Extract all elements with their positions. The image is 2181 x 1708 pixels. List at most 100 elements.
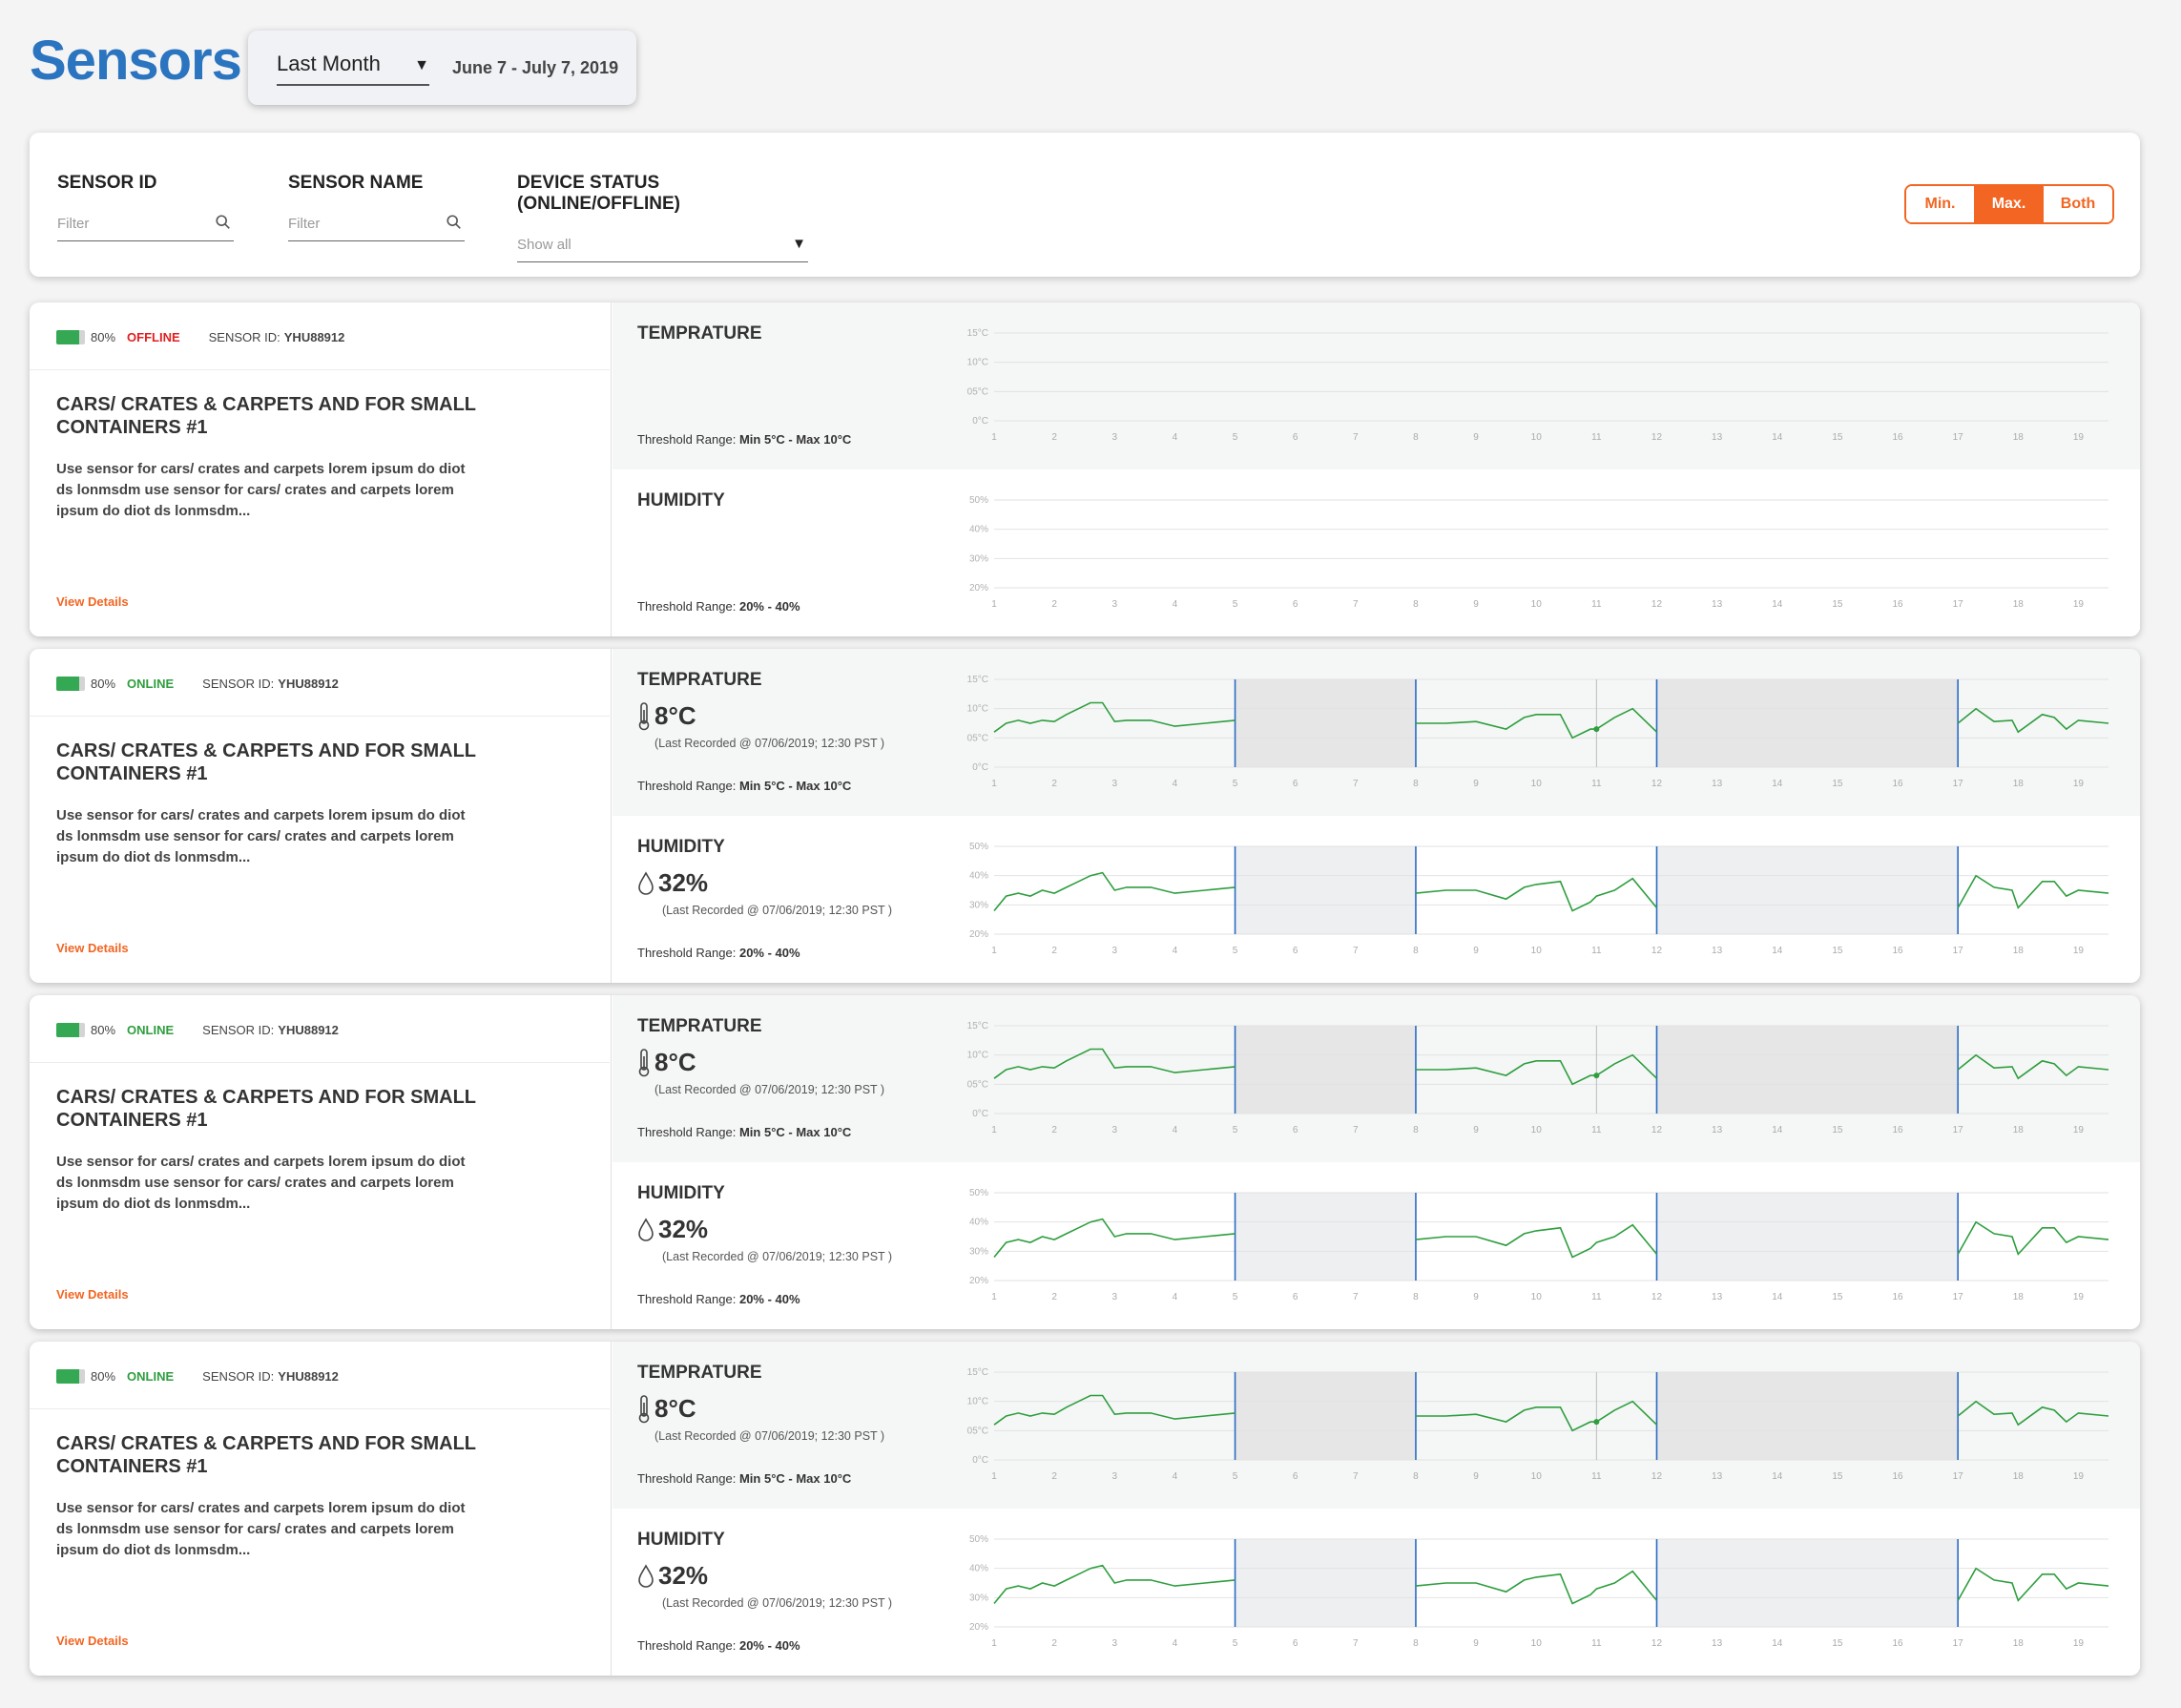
series-line (1957, 1220, 2109, 1256)
toggle-both-button[interactable]: Both (2044, 186, 2112, 222)
temperature-recorded: (Last Recorded @ 07/06/2019; 12:30 PST ) (654, 1429, 885, 1443)
sensor-title: CARS/ CRATES & CARPETS AND FOR SMALL CON… (56, 1433, 476, 1477)
x-tick-label: 16 (1892, 432, 1903, 443)
x-tick-label: 1 (991, 1125, 997, 1135)
temperature-label: TEMPRATURE (637, 323, 762, 344)
x-tick-label: 9 (1473, 1292, 1479, 1302)
x-tick-label: 16 (1892, 1471, 1903, 1482)
x-tick-label: 1 (991, 1471, 997, 1482)
threshold-label: Threshold Range: (637, 1292, 737, 1306)
x-tick-label: 15 (1832, 432, 1843, 443)
x-tick-label: 9 (1473, 1638, 1479, 1649)
toggle-max-button[interactable]: Max. (1975, 186, 2044, 222)
x-tick-label: 16 (1892, 779, 1903, 789)
threshold-value: Min 5°C - Max 10°C (738, 1471, 852, 1486)
series-line (1415, 1570, 1658, 1605)
x-tick-label: 11 (1591, 1292, 1602, 1302)
x-tick-label: 12 (1651, 1471, 1663, 1482)
series-line (993, 701, 1236, 733)
x-tick-label: 4 (1173, 1638, 1178, 1649)
x-tick-label: 10 (1531, 779, 1543, 789)
view-details-link[interactable]: View Details (56, 1287, 129, 1302)
x-tick-label: 10 (1531, 599, 1543, 610)
humidity-panel: HUMIDITY Threshold Range: 20% - 40% 50% 4… (613, 469, 2140, 636)
humidity-threshold: Threshold Range: 20% - 40% (637, 946, 800, 960)
x-tick-label: 16 (1892, 1125, 1903, 1135)
x-tick-label: 11 (1591, 1638, 1602, 1649)
x-tick-label: 19 (2073, 946, 2085, 956)
y-tick-label: 0°C (972, 416, 988, 427)
x-tick-label: 14 (1772, 946, 1783, 956)
x-tick-label: 17 (1953, 779, 1964, 789)
x-tick-label: 1 (991, 1292, 997, 1302)
x-tick-label: 18 (2013, 1471, 2025, 1482)
x-tick-label: 17 (1953, 432, 1964, 443)
x-tick-label: 7 (1353, 946, 1359, 956)
x-tick-label: 12 (1651, 1638, 1663, 1649)
battery-percent: 80% (91, 676, 116, 691)
series-line (993, 871, 1236, 912)
device-status-value: Show all (517, 237, 571, 253)
x-tick-label: 1 (991, 1638, 997, 1649)
sensor-name-placeholder: Filter (288, 216, 321, 232)
x-tick-label: 18 (2013, 1125, 2025, 1135)
humidity-value: 32% (637, 1215, 708, 1244)
threshold-value: Min 5°C - Max 10°C (738, 432, 852, 447)
battery-icon (56, 1368, 85, 1384)
temperature-recorded: (Last Recorded @ 07/06/2019; 12:30 PST ) (654, 1083, 885, 1096)
humidity-panel: HUMIDITY 32% (Last Recorded @ 07/06/2019… (613, 1162, 2140, 1329)
view-details-link[interactable]: View Details (56, 941, 129, 955)
toggle-min-button[interactable]: Min. (1906, 186, 1975, 222)
view-details-link[interactable]: View Details (56, 594, 129, 609)
y-tick-label: 30% (969, 900, 988, 910)
gap-region (1656, 1026, 1959, 1114)
x-tick-label: 11 (1591, 1125, 1602, 1135)
humidity-threshold: Threshold Range: 20% - 40% (637, 1638, 800, 1653)
gap-region (1235, 846, 1416, 934)
range-select[interactable]: Last Month ▼ (277, 52, 429, 86)
y-tick-label: 10°C (967, 1051, 988, 1061)
status-badge: ONLINE (127, 676, 175, 691)
x-tick-label: 5 (1233, 1638, 1238, 1649)
temperature-threshold: Threshold Range: Min 5°C - Max 10°C (637, 779, 851, 793)
sensor-header: 80% ONLINE SENSOR ID: YHU88912 (56, 1366, 339, 1385)
x-tick-label: 9 (1473, 1125, 1479, 1135)
x-tick-label: 9 (1473, 1471, 1479, 1482)
y-tick-label: 30% (969, 553, 988, 564)
device-status-select[interactable]: Show all ▼ (517, 232, 808, 262)
x-tick-label: 10 (1531, 1471, 1543, 1482)
series-line (1415, 877, 1658, 912)
sensor-header: 80% ONLINE SENSOR ID: YHU88912 (56, 1020, 339, 1039)
humidity-threshold: Threshold Range: 20% - 40% (637, 599, 800, 614)
threshold-value: 20% - 40% (738, 599, 800, 614)
x-tick-label: 13 (1712, 432, 1723, 443)
x-tick-label: 14 (1772, 1125, 1783, 1135)
x-tick-label: 15 (1832, 946, 1843, 956)
sensor-id-input[interactable]: Filter (57, 211, 234, 241)
x-tick-label: 10 (1531, 1638, 1543, 1649)
sensor-id-value: YHU88912 (278, 1022, 339, 1037)
temperature-threshold: Threshold Range: Min 5°C - Max 10°C (637, 1125, 851, 1139)
x-tick-label: 4 (1173, 946, 1178, 956)
sensor-name-filter: SENSOR NAME Filter (288, 173, 465, 241)
threshold-value: 20% - 40% (738, 1292, 800, 1306)
x-tick-label: 15 (1832, 1471, 1843, 1482)
x-tick-label: 17 (1953, 1292, 1964, 1302)
threshold-label: Threshold Range: (637, 1638, 737, 1653)
x-tick-label: 8 (1413, 1292, 1419, 1302)
view-details-link[interactable]: View Details (56, 1634, 129, 1648)
sensor-name-input[interactable]: Filter (288, 211, 465, 241)
sensor-id-placeholder: Filter (57, 216, 90, 232)
x-tick-label: 5 (1233, 432, 1238, 443)
humidity-value: 32% (637, 1561, 708, 1591)
x-tick-label: 3 (1111, 946, 1117, 956)
battery-level (56, 676, 79, 691)
x-tick-label: 18 (2013, 432, 2025, 443)
temperature-reading: 8°C (654, 1394, 696, 1423)
humidity-panel: HUMIDITY 32% (Last Recorded @ 07/06/2019… (613, 816, 2140, 983)
sensor-id-value: YHU88912 (278, 1368, 339, 1384)
x-tick-label: 7 (1353, 599, 1359, 610)
y-tick-label: 20% (969, 1276, 988, 1286)
x-tick-label: 11 (1591, 599, 1602, 610)
x-tick-label: 19 (2073, 1125, 2085, 1135)
